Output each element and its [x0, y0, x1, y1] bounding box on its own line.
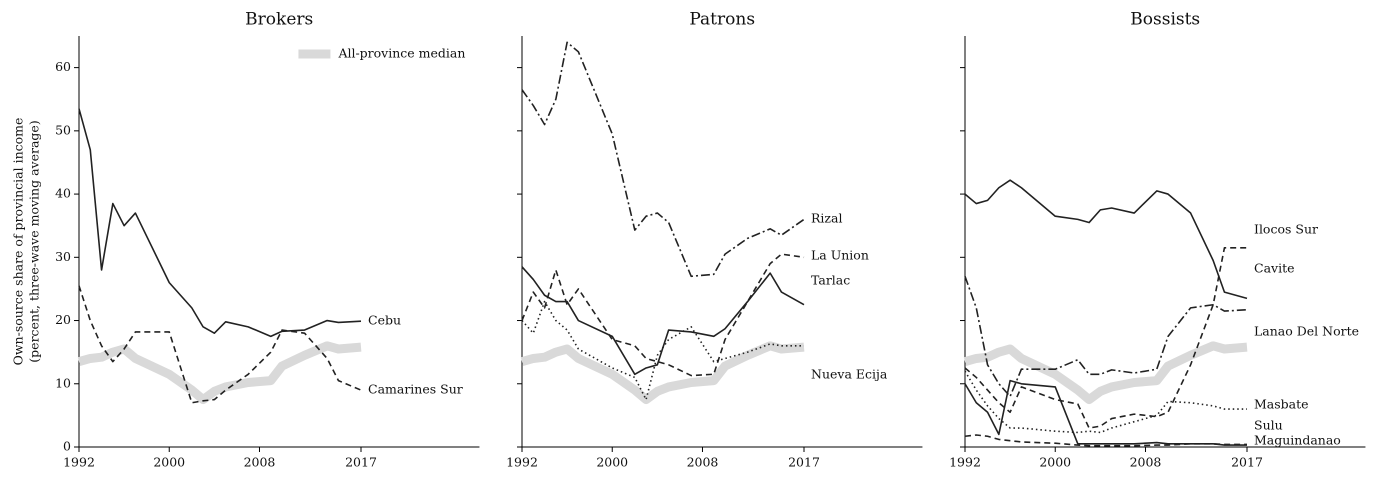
- series-label: Masbate: [1254, 397, 1309, 412]
- x-tick-label: 2000: [596, 455, 628, 470]
- series-label: Sulu: [1254, 418, 1283, 433]
- y-axis-label: (percent, three-wave moving average): [27, 120, 42, 362]
- y-tick-label: 40: [55, 186, 71, 201]
- series-label: Tarlac: [811, 273, 850, 288]
- x-tick-label: 2017: [345, 455, 377, 470]
- panel-title: Bossists: [1130, 10, 1200, 30]
- x-tick-label: 2017: [1231, 455, 1263, 470]
- series-label: Nueva Ecija: [811, 367, 888, 382]
- x-tick-label: 1992: [949, 455, 981, 470]
- series-label: Ilocos Sur: [1254, 222, 1318, 237]
- y-tick-label: 0: [63, 439, 71, 454]
- series-line: [521, 253, 805, 377]
- series-line: [78, 108, 362, 338]
- series-label: La Union: [811, 248, 869, 263]
- y-axis-label: Own-source share of provincial income: [11, 118, 26, 366]
- series-label: Lanao Del Norte: [1254, 324, 1359, 339]
- median-line: [520, 341, 805, 405]
- series-line: [964, 370, 1247, 434]
- series-line: [521, 41, 805, 278]
- x-tick-label: 2017: [788, 455, 820, 470]
- x-tick-label: 2000: [1039, 455, 1071, 470]
- x-tick-label: 2008: [687, 455, 719, 470]
- x-tick-label: 2008: [1130, 455, 1162, 470]
- series-label: Cebu: [368, 313, 401, 328]
- series-line: [78, 285, 362, 404]
- x-tick-label: 1992: [63, 455, 95, 470]
- x-tick-label: 1992: [506, 455, 538, 470]
- series-line: [964, 247, 1247, 429]
- median-line: [77, 341, 362, 405]
- series-line: [964, 434, 1247, 447]
- series-line: [521, 300, 804, 401]
- y-tick-label: 20: [55, 312, 71, 327]
- series-line: [964, 179, 1248, 300]
- series-label: Maguindanao: [1254, 433, 1341, 448]
- y-tick-label: 10: [55, 375, 71, 390]
- series-label: Cavite: [1254, 261, 1295, 276]
- series-line: [521, 266, 805, 376]
- x-tick-label: 2000: [153, 455, 185, 470]
- panel-title: Brokers: [245, 10, 313, 30]
- series-label: Rizal: [811, 211, 842, 226]
- y-tick-label: 60: [55, 59, 71, 74]
- series-line: [964, 276, 1248, 398]
- series-label: Camarines Sur: [368, 382, 463, 397]
- x-tick-label: 2008: [244, 455, 276, 470]
- legend-label: All-province median: [337, 46, 465, 61]
- y-tick-label: 30: [55, 249, 71, 264]
- panel-title: Patrons: [689, 10, 755, 30]
- y-tick-label: 50: [55, 122, 71, 137]
